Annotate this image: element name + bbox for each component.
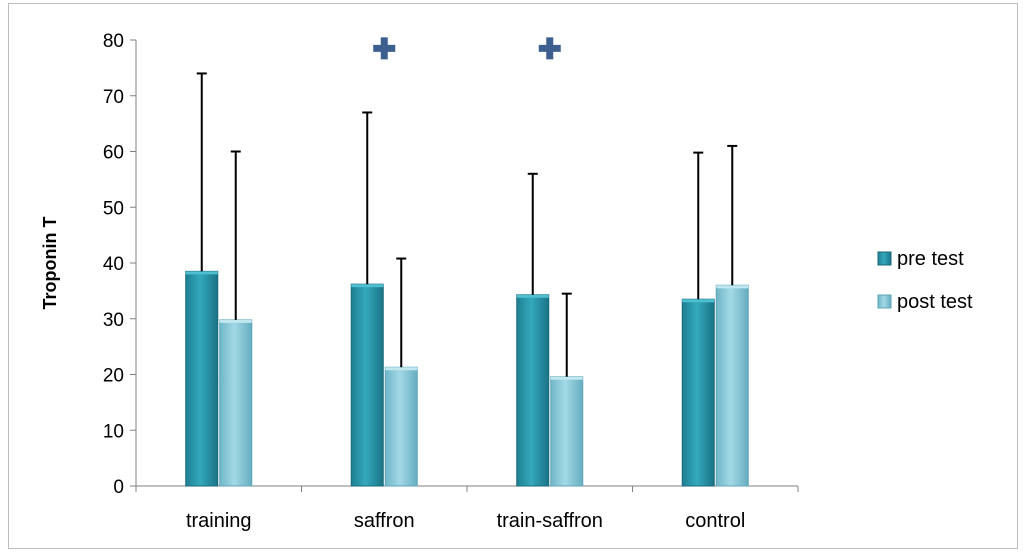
bar bbox=[550, 376, 584, 487]
bar-top bbox=[550, 376, 583, 380]
legend-label: post test bbox=[897, 291, 973, 313]
legend: pre test post test bbox=[877, 248, 973, 313]
bar-top bbox=[516, 294, 549, 298]
bar bbox=[516, 294, 550, 487]
bars bbox=[185, 270, 749, 487]
chart-frame bbox=[8, 3, 1018, 549]
bar bbox=[715, 284, 749, 487]
bar-top bbox=[385, 367, 418, 371]
y-tick-label: 0 bbox=[113, 477, 124, 498]
bar bbox=[350, 283, 384, 487]
labels: 0 10 20 30 40 50 60 70 80 training saffron train-sa… bbox=[40, 31, 745, 532]
annotations bbox=[373, 37, 561, 60]
significance-plus-marker bbox=[538, 44, 561, 52]
y-tick-label: 40 bbox=[103, 254, 124, 275]
x-tick-label: saffron bbox=[354, 510, 415, 532]
legend-swatch bbox=[877, 251, 892, 266]
legend-swatch bbox=[877, 294, 892, 309]
bar-top bbox=[185, 271, 218, 275]
bar bbox=[185, 270, 219, 487]
significance-plus-marker bbox=[373, 44, 396, 52]
bar-top bbox=[351, 284, 384, 288]
x-tick-label: control bbox=[685, 510, 745, 532]
y-tick-label: 70 bbox=[103, 87, 124, 108]
y-tick-label: 50 bbox=[103, 198, 124, 219]
bar-top bbox=[219, 319, 252, 323]
y-tick-label: 30 bbox=[103, 310, 124, 331]
y-tick-label: 80 bbox=[103, 31, 124, 52]
bar bbox=[681, 298, 715, 487]
bar-top bbox=[682, 299, 715, 303]
legend-label: pre test bbox=[897, 248, 964, 270]
bar bbox=[219, 319, 253, 487]
y-tick-label: 10 bbox=[103, 421, 124, 442]
x-tick-label: train-saffron bbox=[497, 510, 603, 532]
error-bars bbox=[196, 72, 738, 377]
x-tick-label: training bbox=[186, 510, 252, 532]
y-tick-label: 60 bbox=[103, 143, 124, 164]
y-tick-label: 20 bbox=[103, 366, 124, 387]
bar bbox=[384, 366, 418, 487]
bar-top bbox=[716, 285, 749, 289]
y-axis-title: Troponin T bbox=[40, 217, 60, 310]
